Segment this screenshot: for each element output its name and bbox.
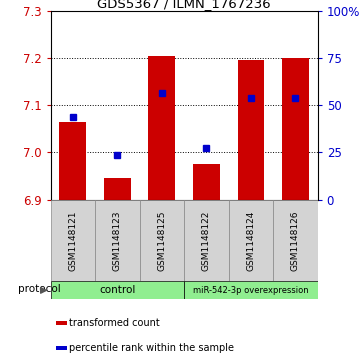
- FancyBboxPatch shape: [140, 200, 184, 281]
- Text: GSM1148126: GSM1148126: [291, 210, 300, 271]
- Bar: [148, 56, 175, 200]
- FancyBboxPatch shape: [229, 200, 273, 281]
- Bar: [56, 321, 67, 325]
- Text: percentile rank within the sample: percentile rank within the sample: [69, 343, 234, 353]
- Text: GSM1148122: GSM1148122: [202, 210, 211, 271]
- Text: control: control: [99, 285, 135, 295]
- Text: GSM1148121: GSM1148121: [68, 210, 77, 271]
- Text: miR-542-3p overexpression: miR-542-3p overexpression: [193, 286, 309, 295]
- Bar: [60, 122, 86, 200]
- Bar: [56, 346, 67, 350]
- FancyBboxPatch shape: [273, 200, 318, 281]
- FancyBboxPatch shape: [184, 200, 229, 281]
- Bar: [238, 60, 264, 200]
- Bar: [282, 58, 309, 200]
- Text: transformed count: transformed count: [69, 318, 160, 328]
- FancyBboxPatch shape: [95, 200, 140, 281]
- Text: GSM1148124: GSM1148124: [247, 210, 255, 271]
- Text: GSM1148123: GSM1148123: [113, 210, 122, 271]
- Text: GSM1148125: GSM1148125: [157, 210, 166, 271]
- FancyBboxPatch shape: [51, 200, 95, 281]
- Text: protocol: protocol: [18, 285, 60, 294]
- Bar: [193, 164, 220, 200]
- FancyBboxPatch shape: [51, 281, 184, 299]
- Title: GDS5367 / ILMN_1767236: GDS5367 / ILMN_1767236: [97, 0, 271, 10]
- Bar: [104, 179, 131, 200]
- FancyBboxPatch shape: [184, 281, 318, 299]
